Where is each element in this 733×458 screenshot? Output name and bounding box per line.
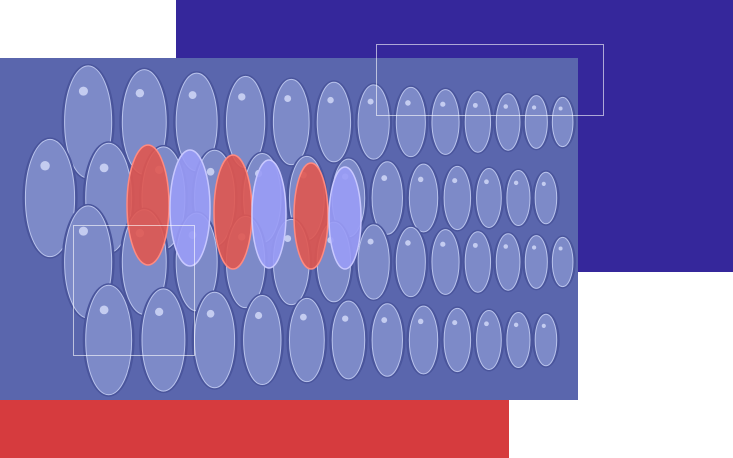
outline-frame-top <box>376 44 604 116</box>
barrel-bung <box>541 181 546 186</box>
barrel-bung <box>558 106 563 111</box>
barrel-bung <box>503 104 509 109</box>
barrel <box>551 96 574 148</box>
barrel-bung <box>484 179 489 185</box>
highlighted-barrel-blue <box>169 149 211 267</box>
barrel-bung <box>513 322 519 328</box>
barrel-bung <box>452 178 458 184</box>
barrel-bung <box>78 86 88 96</box>
outline-frame-left <box>73 225 195 356</box>
barrel-bung <box>472 242 478 248</box>
barrel <box>272 78 310 166</box>
barrel-bung <box>284 95 292 102</box>
barrel-bung <box>155 307 164 317</box>
barrel <box>443 165 472 231</box>
barrel <box>495 93 521 151</box>
barrel-bung <box>472 102 478 108</box>
barrel-bung <box>99 163 109 173</box>
red-accent-block <box>0 400 509 458</box>
barrel-bung <box>531 105 537 110</box>
barrel-bung <box>367 238 374 245</box>
barrel <box>534 171 558 225</box>
barrel <box>357 224 390 300</box>
barrel <box>141 288 186 392</box>
barrel <box>443 307 472 373</box>
barrel-bung <box>40 160 50 171</box>
barrel <box>371 303 403 377</box>
barrel <box>331 300 366 380</box>
barrel-bung <box>417 176 424 183</box>
barrel <box>288 297 325 383</box>
barrel <box>476 310 502 370</box>
barrel-bung <box>206 309 215 318</box>
barrel-bung <box>367 98 374 105</box>
barrel <box>495 233 521 291</box>
highlighted-barrel-red <box>213 154 253 270</box>
highlighted-barrel-red <box>293 162 329 270</box>
barrel-bung <box>503 244 509 249</box>
barrel <box>408 163 439 233</box>
barrel-bung <box>188 91 197 100</box>
barrel <box>316 81 352 163</box>
barrel <box>524 235 548 289</box>
barrel-bung <box>99 305 109 315</box>
barrel-bung <box>405 240 411 246</box>
barrel <box>506 169 531 227</box>
barrel-bung <box>405 100 411 106</box>
barrel-bung <box>541 323 546 328</box>
barrel <box>464 231 492 293</box>
highlighted-barrel-blue <box>328 166 362 270</box>
barrel <box>24 138 76 258</box>
barrel <box>395 226 426 298</box>
barrel-bung <box>206 167 215 176</box>
barrel-bung <box>254 311 263 320</box>
barrel <box>243 294 282 386</box>
barrel-bung <box>513 180 519 186</box>
barrel <box>534 313 558 367</box>
barrel <box>464 91 492 153</box>
barrel-bung <box>327 96 334 104</box>
barrel <box>371 161 403 235</box>
barrel-bung <box>135 88 145 98</box>
barrel-bung <box>284 235 292 242</box>
barrel <box>431 89 460 155</box>
barrel-bung <box>484 321 489 327</box>
highlighted-barrel-red <box>126 144 170 266</box>
highlighted-barrel-blue <box>251 159 287 269</box>
barrel <box>506 311 531 369</box>
barrel-bung <box>78 226 88 236</box>
barrel-bung <box>381 175 388 181</box>
barrel-bung <box>440 101 446 107</box>
barrel-bung <box>238 93 246 101</box>
barrel <box>551 236 574 288</box>
barrel-bung <box>440 241 446 247</box>
barrel <box>524 95 548 149</box>
barrel <box>408 305 439 375</box>
barrel <box>431 229 460 295</box>
barrel-bung <box>452 320 458 326</box>
barrel <box>476 168 502 228</box>
barrel-bung <box>417 318 424 325</box>
barrel-bung <box>300 313 307 321</box>
barrel <box>395 86 426 158</box>
barrel-bung <box>381 317 388 323</box>
barrel-bung <box>558 246 563 251</box>
barrel-bung <box>531 245 537 250</box>
barrel-bung <box>342 315 349 322</box>
barrel <box>357 84 390 160</box>
barrel <box>85 284 133 396</box>
barrel <box>194 291 236 389</box>
